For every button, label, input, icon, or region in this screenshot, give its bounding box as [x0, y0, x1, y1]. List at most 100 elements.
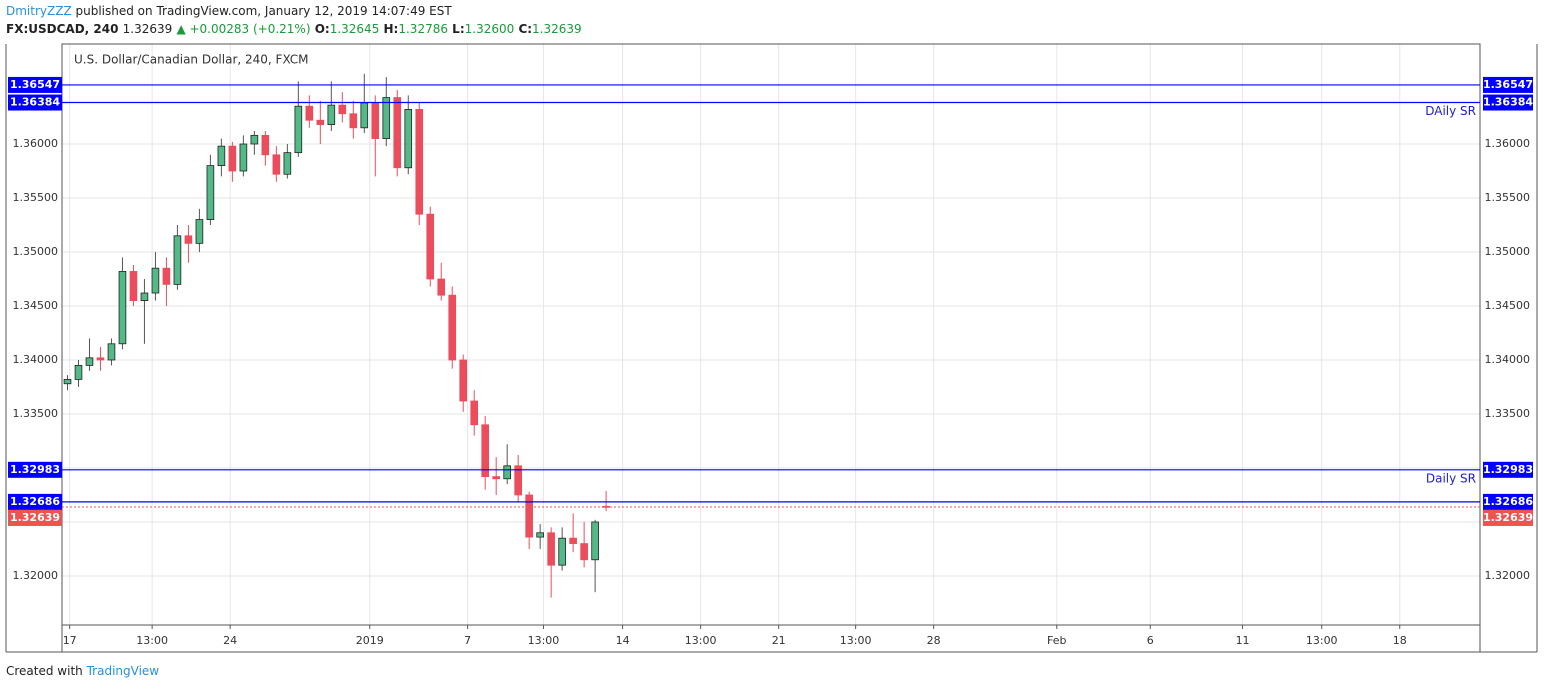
brand[interactable]: TradingView — [86, 664, 160, 678]
candle-body — [547, 532, 555, 566]
y-tick-label: 1.33000 — [13, 461, 59, 474]
candle-body — [558, 537, 566, 566]
candle-body — [525, 494, 533, 538]
y-tick-label: 1.33000 — [1485, 461, 1531, 474]
candle-body — [206, 165, 215, 220]
level-label: 1.32983 — [1483, 463, 1533, 476]
y-tick-label: 1.34000 — [13, 353, 59, 366]
candle-body — [118, 271, 127, 345]
candle-body — [294, 105, 303, 154]
created: Created with — [6, 664, 83, 678]
candle-body — [591, 521, 599, 561]
candle-body — [316, 119, 325, 125]
x-tick-label: 13:00 — [528, 634, 560, 647]
candle-body — [569, 537, 577, 544]
x-tick-label: 13:00 — [685, 634, 717, 647]
candle-body — [129, 271, 138, 301]
author[interactable]: DmitryZZZ — [6, 4, 72, 18]
header: DmitryZZZ published on TradingView.com, … — [6, 4, 452, 18]
level-box — [1483, 493, 1533, 510]
x-tick-label: 14 — [616, 634, 630, 647]
level-box — [8, 94, 62, 111]
level-box — [1483, 76, 1533, 93]
price-label: 1.32639 — [10, 511, 60, 524]
x-tick-label: 13:00 — [840, 634, 872, 647]
candle-body — [228, 145, 237, 172]
l-label: L: — [452, 22, 465, 36]
candle-body — [481, 424, 490, 478]
y-tick-label: 1.35000 — [1485, 245, 1531, 258]
candle-body — [195, 219, 204, 244]
candle-body — [217, 145, 226, 166]
candle-body — [305, 105, 314, 121]
x-tick-label: 6 — [1147, 634, 1154, 647]
candle-body — [415, 109, 424, 215]
level-box — [8, 76, 62, 93]
y-tick-label: 1.33500 — [13, 407, 59, 420]
x-tick-label: 7 — [464, 634, 471, 647]
candle-body — [382, 97, 391, 140]
candle-body — [162, 267, 171, 285]
level-label: 1.36384 — [10, 96, 60, 109]
candle-body — [492, 476, 501, 480]
y-tick-label: 1.33500 — [1485, 407, 1531, 420]
level-label: 1.32686 — [1483, 495, 1533, 508]
price-box — [8, 509, 62, 526]
x-tick-label: 11 — [1236, 634, 1250, 647]
h: 1.32786 — [398, 22, 448, 36]
x-tick-label: Feb — [1047, 634, 1066, 647]
candle-body — [96, 357, 105, 361]
level-label: 1.36547 — [10, 78, 60, 91]
published: published on TradingView.com, January 12… — [75, 4, 452, 18]
candle-body — [470, 400, 479, 426]
level-label: 1.36384 — [1483, 96, 1533, 109]
legend: FX:USDCAD, 240 1.32639 ▲ +0.00283 (+0.21… — [6, 22, 582, 36]
x-tick-label: 24 — [223, 634, 237, 647]
level-label: 1.36547 — [1483, 78, 1533, 91]
level-box — [1483, 94, 1533, 111]
x-tick-label: 13:00 — [1306, 634, 1338, 647]
candle-body — [503, 465, 511, 480]
candle-body — [404, 109, 413, 169]
o: 1.32645 — [329, 22, 380, 36]
y-tick-label: 1.34500 — [13, 299, 59, 312]
price-box — [1483, 509, 1533, 526]
c-label: C: — [518, 22, 533, 36]
annotation: Daily SR — [1426, 471, 1476, 485]
l: 1.32600 — [464, 22, 515, 36]
change: ▲ +0.00283 (+0.21%) — [176, 22, 311, 36]
candle-body — [426, 213, 435, 280]
plot-frame — [61, 43, 1481, 626]
c: 1.32639 — [532, 22, 582, 36]
candle-body — [250, 134, 259, 145]
level-box — [8, 493, 62, 510]
level-box — [8, 461, 62, 478]
y-tick-label: 1.32000 — [13, 569, 59, 582]
x-tick-label: 21 — [772, 634, 786, 647]
last: 1.32639 — [122, 22, 173, 36]
candle-body — [63, 379, 72, 385]
level-box — [1483, 461, 1533, 478]
annotation: DAily SR — [1425, 104, 1476, 118]
candle-body — [536, 532, 544, 538]
y-tick-label: 1.32000 — [1485, 569, 1531, 582]
candle-body — [448, 294, 457, 361]
candle-body — [514, 465, 522, 496]
candle-body — [349, 113, 358, 129]
symbol: FX:USDCAD, 240 — [6, 22, 119, 36]
candle-body — [327, 104, 336, 125]
candle-body — [283, 152, 292, 175]
level-label: 1.32686 — [10, 495, 60, 508]
y-tick-label: 1.35500 — [13, 191, 59, 204]
x-tick-label: 2019 — [356, 634, 384, 647]
candle-body — [74, 364, 83, 380]
o-label: O: — [314, 22, 330, 36]
h-label: H: — [383, 22, 399, 36]
chart-title: U.S. Dollar/Canadian Dollar, 240, FXCM — [74, 53, 309, 67]
candle-body — [459, 359, 468, 402]
y-tick-label: 1.34000 — [1485, 353, 1531, 366]
candle-body — [184, 235, 193, 244]
candle-body — [393, 97, 402, 169]
candle-body — [272, 154, 281, 175]
